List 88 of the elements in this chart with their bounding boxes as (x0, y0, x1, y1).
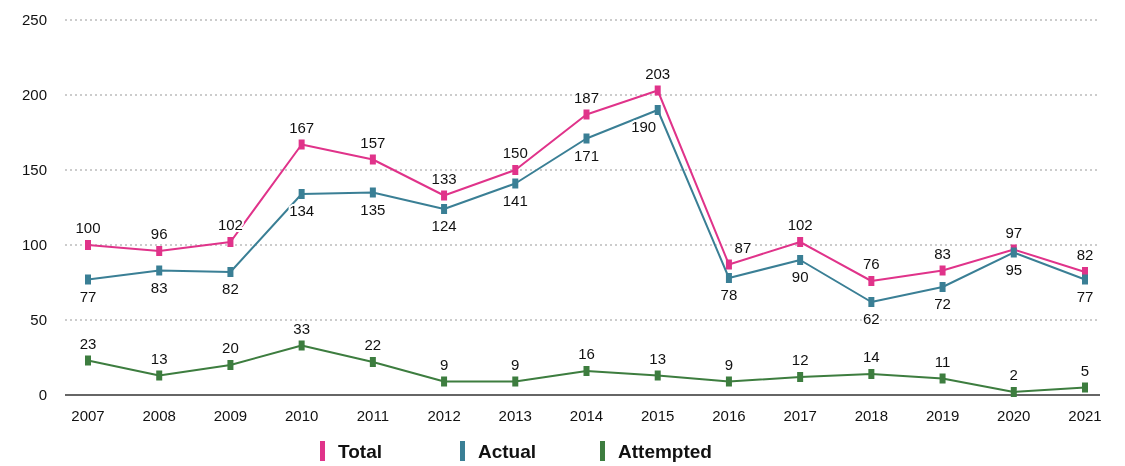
point (797, 237, 804, 247)
data-label: 13 (150, 349, 168, 367)
point (797, 372, 804, 382)
data-label: 23 (79, 334, 97, 352)
point (1010, 387, 1017, 397)
data-label: 62 (863, 310, 880, 327)
x-tick-label: 2008 (142, 407, 176, 424)
x-tick-label: 2018 (854, 407, 889, 424)
point (868, 276, 875, 286)
x-tick-label: 2013 (498, 407, 532, 424)
data-label: 87 (734, 238, 752, 256)
point (797, 255, 804, 265)
data-label: 22 (364, 336, 382, 353)
data-label: 135 (360, 200, 386, 218)
legend-label: Total (338, 441, 382, 462)
x-tick-label: 2020 (997, 407, 1031, 424)
data-label: 150 (502, 144, 528, 161)
point (298, 189, 305, 199)
data-label: 13 (649, 349, 667, 367)
point (369, 357, 376, 367)
data-label: 20 (222, 339, 239, 356)
point (868, 297, 875, 307)
y-tick-label: 200 (21, 86, 47, 103)
data-label: 96 (150, 225, 168, 242)
y-tick-label: 100 (21, 236, 47, 253)
x-tick-label: 2007 (71, 407, 105, 424)
x-tick-label: 2009 (213, 407, 248, 424)
y-tick-label: 0 (38, 386, 47, 403)
data-label: 2 (1009, 366, 1018, 383)
data-label: 102 (217, 216, 243, 233)
data-label: 9 (439, 355, 449, 373)
data-label: 190 (631, 118, 657, 135)
y-tick-label: 150 (21, 161, 47, 178)
data-label: 187 (573, 88, 600, 106)
y-tick-label: 50 (30, 311, 47, 328)
data-label: 16 (578, 345, 595, 362)
data-label: 12 (791, 351, 809, 368)
data-label: 9 (511, 355, 520, 373)
point (654, 105, 661, 115)
data-label: 72 (934, 295, 951, 312)
x-tick-label: 2021 (1068, 407, 1102, 424)
data-label: 124 (431, 217, 457, 234)
data-label: 141 (502, 191, 528, 209)
data-label: 11 (934, 352, 951, 370)
data-label: 9 (724, 355, 734, 373)
data-label: 83 (934, 244, 951, 262)
point (512, 165, 519, 175)
x-tick-label: 2014 (569, 407, 604, 424)
data-label: 78 (720, 286, 738, 303)
x-tick-label: 2015 (641, 407, 675, 424)
data-label: 33 (293, 319, 310, 337)
data-label: 95 (1005, 260, 1023, 278)
data-label: 76 (863, 255, 880, 272)
data-label: 167 (289, 118, 315, 136)
x-tick-label: 2016 (712, 407, 746, 424)
data-label: 133 (431, 169, 457, 187)
x-tick-label: 2011 (356, 407, 389, 424)
legend-label: Attempted (618, 441, 712, 462)
y-tick-label: 250 (21, 11, 47, 28)
point (939, 282, 946, 292)
data-label: 157 (360, 133, 386, 151)
data-label: 102 (787, 216, 813, 233)
x-tick-label: 2019 (925, 407, 960, 424)
data-label: 77 (79, 287, 97, 305)
point (868, 369, 875, 379)
point (583, 366, 590, 376)
point (725, 273, 732, 283)
data-label: 97 (1005, 223, 1023, 241)
data-label: 171 (573, 146, 600, 164)
data-label: 134 (289, 202, 315, 219)
legend-label: Actual (478, 441, 537, 462)
point (227, 267, 234, 277)
data-label: 83 (150, 278, 168, 296)
data-label: 90 (791, 268, 809, 285)
point (227, 360, 234, 370)
data-label: 77 (1076, 287, 1094, 305)
data-label: 100 (75, 219, 101, 236)
x-tick-label: 2010 (284, 407, 319, 424)
point (441, 204, 448, 214)
data-label: 14 (863, 348, 880, 365)
data-label: 5 (1080, 361, 1090, 379)
data-label: 82 (222, 280, 239, 297)
point (156, 246, 163, 256)
x-tick-label: 2017 (783, 407, 817, 424)
x-tick-label: 2012 (427, 407, 461, 424)
point (227, 237, 234, 247)
data-label: 203 (645, 64, 671, 82)
data-label: 82 (1076, 246, 1094, 263)
